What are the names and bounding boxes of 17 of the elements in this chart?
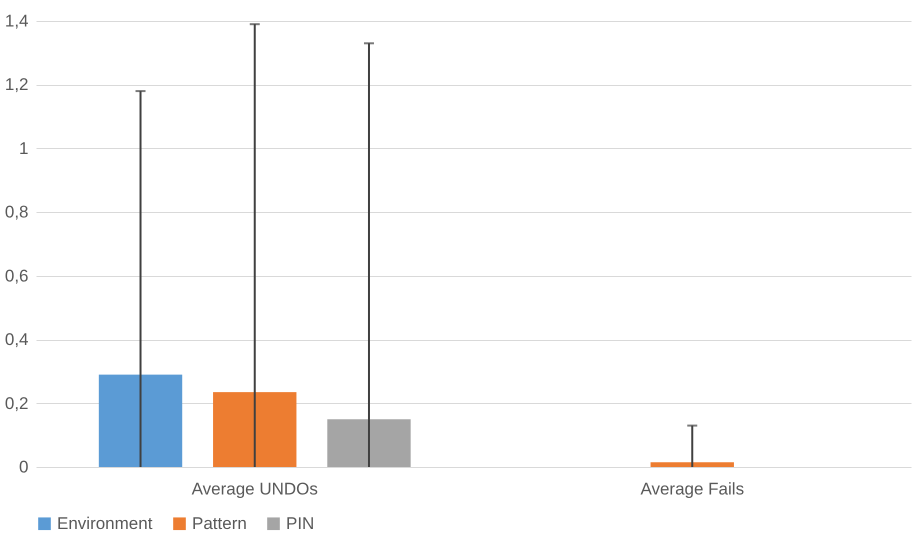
bar [650,462,734,467]
y-tick-label: 0,8 [4,202,28,222]
y-tick-label: 0,6 [4,266,28,286]
bar [98,374,182,467]
x-tick-label: Average Fails [640,480,744,498]
y-tick-label: 0,2 [4,394,28,413]
bar [213,392,296,467]
legend-label: PIN [286,514,314,533]
legend-label: Pattern [192,514,247,533]
legend-label: Environment [57,514,153,533]
y-tick-label: 0,4 [4,330,28,350]
bar [327,419,411,467]
y-tick-label: 1,2 [4,75,28,94]
x-tick-label: Average UNDOs [192,480,318,498]
y-tick-label: 1,4 [4,12,28,30]
y-tick-label: 1 [19,138,28,158]
y-tick-label: 0 [19,458,28,476]
